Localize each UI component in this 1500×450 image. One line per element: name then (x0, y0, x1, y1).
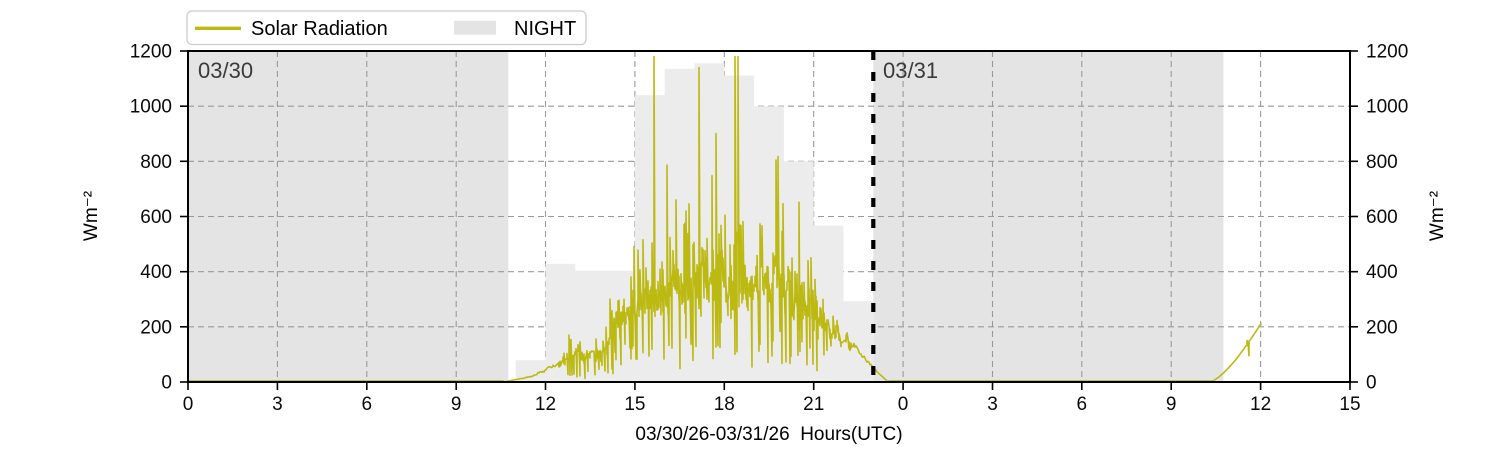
svg-text:Wm⁻²: Wm⁻² (81, 191, 102, 241)
svg-text:1200: 1200 (1366, 42, 1408, 63)
svg-text:600: 600 (140, 207, 172, 228)
svg-text:6: 6 (1077, 394, 1088, 415)
svg-text:21: 21 (803, 394, 824, 415)
svg-text:0: 0 (161, 373, 172, 394)
svg-text:3: 3 (272, 394, 283, 415)
svg-text:18: 18 (714, 394, 735, 415)
svg-text:3: 3 (987, 394, 998, 415)
svg-text:03/31: 03/31 (883, 58, 938, 83)
svg-text:800: 800 (1366, 152, 1398, 173)
svg-text:1000: 1000 (130, 97, 172, 118)
svg-text:9: 9 (451, 394, 462, 415)
svg-text:15: 15 (1339, 394, 1360, 415)
svg-text:400: 400 (1366, 262, 1398, 283)
svg-text:200: 200 (140, 317, 172, 338)
svg-text:03/30/26-03/31/26 Hours(UTC): 03/30/26-03/31/26 Hours(UTC) (635, 424, 902, 445)
svg-text:12: 12 (535, 394, 556, 415)
svg-text:9: 9 (1166, 394, 1177, 415)
svg-text:600: 600 (1366, 207, 1398, 228)
svg-text:200: 200 (1366, 317, 1398, 338)
svg-text:Solar Radiation: Solar Radiation (251, 18, 388, 40)
svg-text:03/30: 03/30 (198, 58, 253, 83)
svg-text:Wm⁻²: Wm⁻² (1427, 191, 1448, 241)
svg-text:800: 800 (140, 152, 172, 173)
svg-text:15: 15 (624, 394, 645, 415)
svg-text:12: 12 (1250, 394, 1271, 415)
svg-text:6: 6 (362, 394, 373, 415)
svg-text:0: 0 (1366, 373, 1377, 394)
svg-text:0: 0 (183, 394, 194, 415)
svg-text:400: 400 (140, 262, 172, 283)
svg-text:NIGHT: NIGHT (514, 18, 576, 40)
svg-text:0: 0 (898, 394, 909, 415)
svg-text:1000: 1000 (1366, 97, 1408, 118)
svg-text:1200: 1200 (130, 42, 172, 63)
